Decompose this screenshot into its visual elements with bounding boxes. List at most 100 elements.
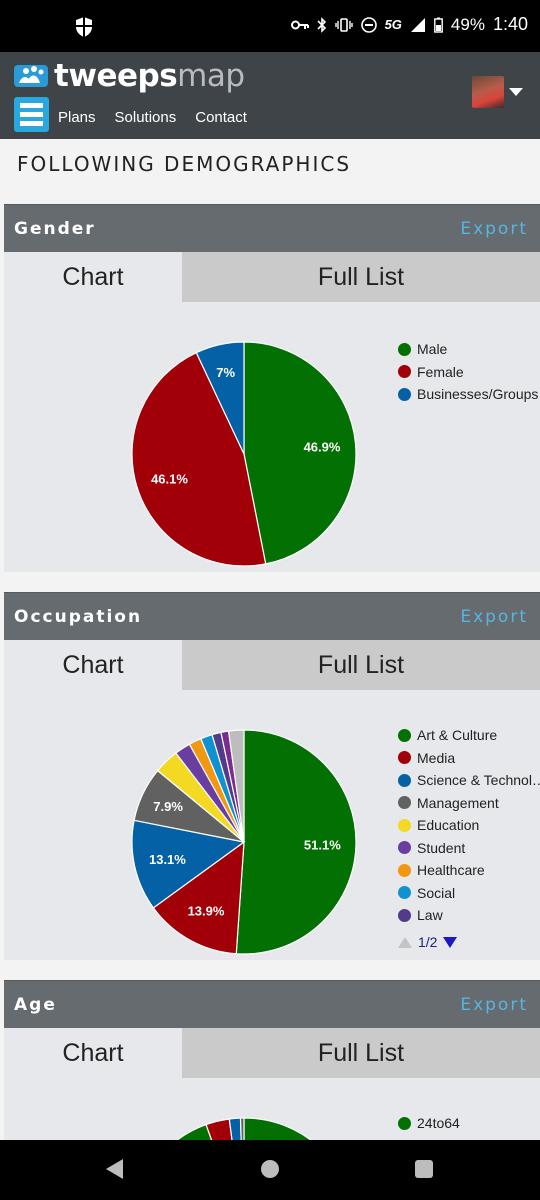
legend-swatch: [398, 1116, 411, 1130]
logo-text: tweepsmap: [54, 58, 245, 94]
battery-icon: [434, 17, 443, 33]
back-icon[interactable]: [106, 1159, 123, 1179]
legend-item[interactable]: Science & Technol…: [398, 769, 540, 792]
pie-slice[interactable]: [195, 341, 245, 455]
status-icons: 5G 49% 1:40: [290, 14, 528, 35]
nav-plans[interactable]: Plans: [58, 109, 96, 126]
legend-label: Media: [417, 749, 456, 766]
export-button[interactable]: Export: [460, 995, 528, 1015]
tab-full-list[interactable]: Full List: [182, 640, 540, 690]
legend-item[interactable]: Student: [398, 837, 540, 860]
slice-label: 46.9%: [304, 439, 341, 454]
legend-swatch: [398, 342, 411, 356]
logo-text-primary: tweeps: [54, 58, 178, 94]
status-bar: 5G 49% 1:40: [0, 0, 540, 52]
gender-panel: Gender Export Chart Full List 46.9% 46.1%…: [4, 204, 540, 572]
legend-item[interactable]: Businesses/Groups: [398, 383, 540, 406]
legend-label: Law: [417, 907, 443, 924]
signal-icon: [410, 17, 425, 32]
pie-slice[interactable]: [152, 840, 245, 955]
tab-full-list[interactable]: Full List: [182, 1028, 540, 1078]
legend-item[interactable]: Social: [398, 882, 540, 905]
panel-header: Gender Export: [4, 204, 540, 252]
legend-swatch: [398, 908, 411, 922]
pie-slice[interactable]: [227, 729, 245, 843]
page-title: FOLLOWING DEMOGRAPHICS: [17, 152, 352, 176]
legend-label: Female: [417, 363, 464, 380]
legend-label: Science & Technol…: [417, 772, 540, 789]
recents-icon[interactable]: [415, 1160, 433, 1178]
pie-slice[interactable]: [131, 819, 246, 909]
legend-swatch: [398, 841, 411, 855]
pie-slice[interactable]: [235, 729, 357, 955]
slice-label: 7%: [216, 365, 235, 380]
export-button[interactable]: Export: [460, 607, 528, 627]
export-button[interactable]: Export: [460, 219, 528, 239]
tab-bar: Chart Full List: [4, 640, 540, 690]
panel-header: Occupation Export: [4, 592, 540, 640]
chevron-down-icon[interactable]: [509, 88, 523, 96]
legend-item[interactable]: Media: [398, 747, 540, 770]
legend-item[interactable]: Management: [398, 792, 540, 815]
legend-swatch: [398, 818, 411, 832]
tab-chart[interactable]: Chart: [4, 1028, 182, 1078]
legend-item[interactable]: Healthcare: [398, 859, 540, 882]
nav-contact[interactable]: Contact: [195, 109, 247, 126]
legend-label: Healthcare: [417, 862, 485, 879]
pager-up-icon[interactable]: [398, 936, 412, 948]
slice-label: 13.1%: [149, 852, 186, 867]
panel-title: Gender: [14, 219, 96, 239]
legend-swatch: [398, 365, 411, 379]
legend-item[interactable]: Education: [398, 814, 540, 837]
legend-item[interactable]: Law: [398, 904, 540, 927]
legend-swatch: [398, 863, 411, 877]
system-nav-bar: [0, 1140, 540, 1200]
clock: 1:40: [492, 14, 528, 34]
panel-title: Occupation: [14, 607, 143, 627]
logo[interactable]: tweepsmap: [14, 58, 245, 94]
tab-chart[interactable]: Chart: [4, 252, 182, 302]
slice-label: 7.9%: [153, 799, 183, 814]
menu-button[interactable]: [14, 97, 49, 132]
legend-label: Male: [417, 341, 448, 358]
legend-label: Education: [417, 817, 480, 834]
tab-full-list[interactable]: Full List: [182, 252, 540, 302]
legend-label: Student: [417, 839, 466, 856]
slice-label: 51.1%: [304, 838, 341, 853]
age-panel: Age Export Chart Full List 24to64: [4, 980, 540, 1140]
legend-item[interactable]: 24to64: [398, 1112, 540, 1135]
pager-label: 1/2: [418, 934, 438, 950]
home-icon[interactable]: [261, 1160, 279, 1178]
legend-item[interactable]: Art & Culture: [398, 724, 540, 747]
legend-swatch: [398, 773, 411, 787]
panel-header: Age Export: [4, 980, 540, 1028]
gender-legend: Male Female Businesses/Groups: [398, 338, 540, 406]
app-header: tweepsmap Plans Solutions Contact: [0, 52, 540, 139]
gender-pie-chart: 46.9% 46.1% 7%: [131, 341, 357, 567]
pager-down-icon[interactable]: [443, 936, 458, 948]
legend-swatch: [398, 728, 411, 742]
nav-solutions[interactable]: Solutions: [114, 109, 177, 126]
pie-slice[interactable]: [239, 1117, 245, 1140]
legend-label: Art & Culture: [417, 727, 498, 744]
vibrate-icon: [334, 17, 353, 32]
bluetooth-icon: [317, 16, 326, 33]
legend-swatch: [398, 886, 411, 900]
panel-title: Age: [14, 995, 57, 1015]
pie-slice[interactable]: [131, 351, 267, 567]
legend-swatch: [398, 387, 411, 401]
legend-label: Businesses/Groups: [417, 386, 539, 403]
legend-pager: 1/2: [398, 934, 458, 950]
logo-text-secondary: map: [177, 58, 245, 94]
tab-bar: Chart Full List: [4, 252, 540, 302]
legend-label: Management: [417, 794, 499, 811]
occupation-pie-chart: 51.1% 13.9% 13.1% 7.9%: [131, 729, 357, 955]
age-pie-chart: [176, 1117, 312, 1140]
avatar[interactable]: [472, 76, 504, 108]
main-nav: Plans Solutions Contact: [58, 109, 247, 126]
tab-chart[interactable]: Chart: [4, 640, 182, 690]
legend-item[interactable]: Female: [398, 361, 540, 384]
pie-slice[interactable]: [243, 341, 357, 565]
network-label: 5G: [384, 17, 402, 32]
legend-item[interactable]: Male: [398, 338, 540, 361]
